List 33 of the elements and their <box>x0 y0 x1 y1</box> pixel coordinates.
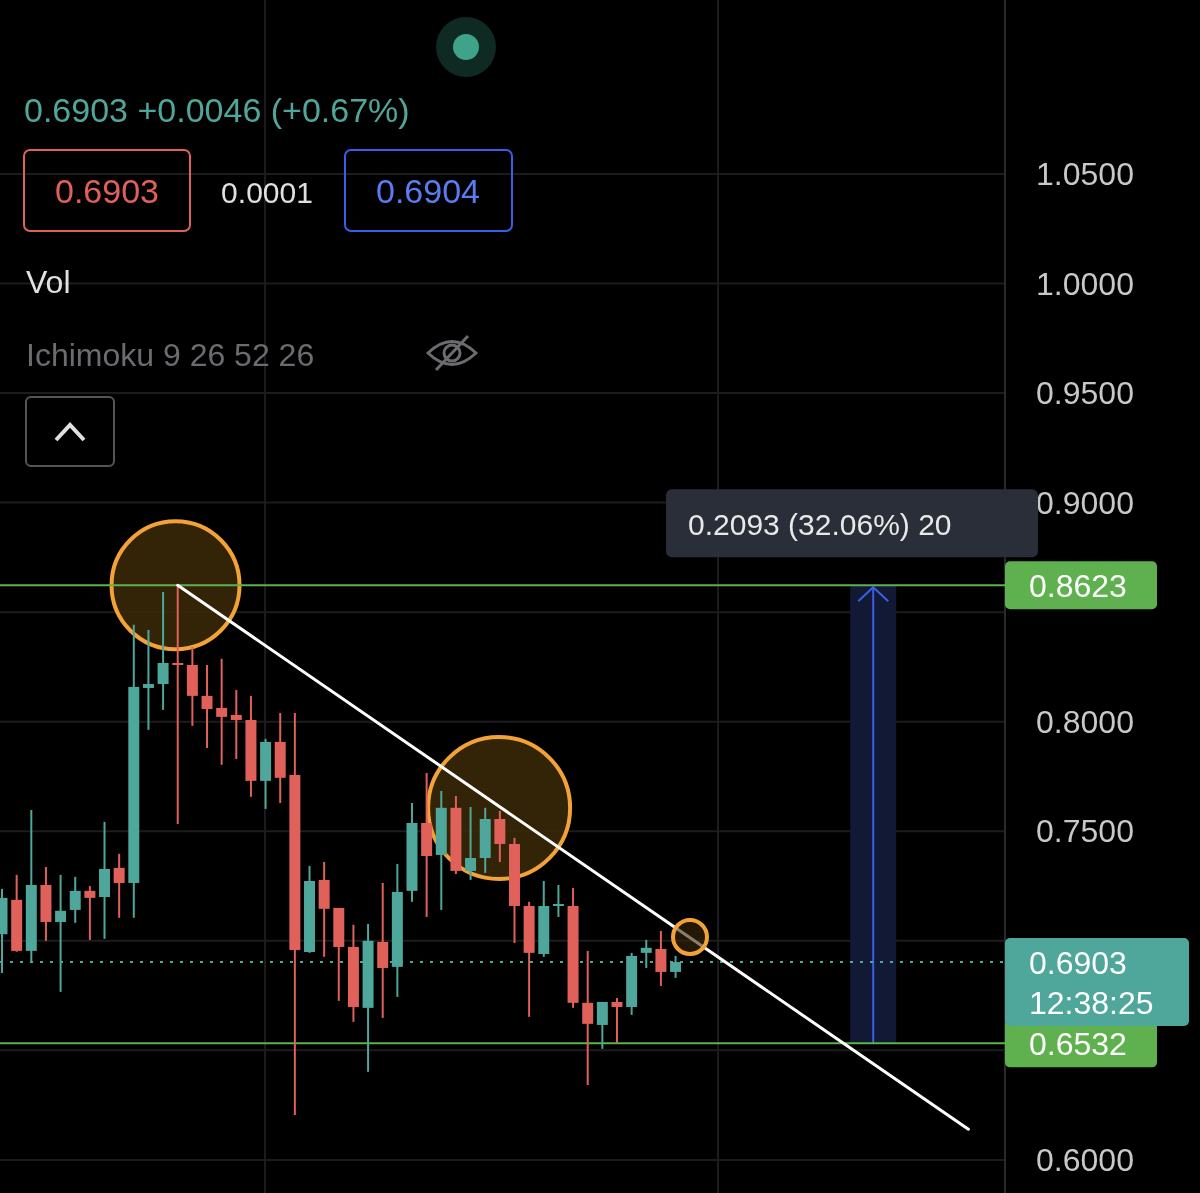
ref-line-label: 0.6903 12:38:25 <box>1029 945 1154 1022</box>
candlestick <box>113 852 125 919</box>
ref-line-label: 0.6532 <box>1029 1026 1127 1063</box>
candlestick <box>216 657 228 766</box>
candlestick <box>69 875 81 924</box>
y-tick-label: 0.6000 <box>1036 1141 1134 1178</box>
candlestick <box>230 688 242 760</box>
candlestick <box>84 885 96 941</box>
candlestick <box>172 584 184 826</box>
ref-line-label: 0.8623 <box>1029 568 1127 605</box>
y-tick-label: 0.9500 <box>1036 375 1134 412</box>
annotation: Vol <box>26 264 71 300</box>
candlestick <box>465 805 477 881</box>
candlestick <box>582 949 594 1086</box>
candlestick <box>552 883 564 918</box>
candlestick <box>201 663 213 750</box>
annotation: 0.6904 <box>376 172 480 210</box>
y-tick-label: 1.0000 <box>1036 265 1134 302</box>
y-tick-label: 1.0500 <box>1036 155 1134 192</box>
annotation: 0.6903 +0.0046 (+0.67%) <box>24 91 410 129</box>
y-tick-label: 0.8000 <box>1036 703 1134 740</box>
candlestick <box>640 938 652 969</box>
candlestick <box>596 1000 608 1050</box>
candlestick <box>655 929 667 987</box>
y-tick-label: 0.7500 <box>1036 813 1134 850</box>
candlestick <box>157 591 169 711</box>
candlestick <box>142 628 154 731</box>
annotation: 0.0001 <box>221 176 313 209</box>
annotation: 0.2093 (32.06%) 20 <box>688 508 952 542</box>
candlestick <box>611 997 623 1044</box>
y-tick-label: 0.9000 <box>1036 484 1134 521</box>
annotation: 0.6903 <box>55 172 159 210</box>
annotation: Ichimoku 9 26 52 26 <box>26 337 315 373</box>
